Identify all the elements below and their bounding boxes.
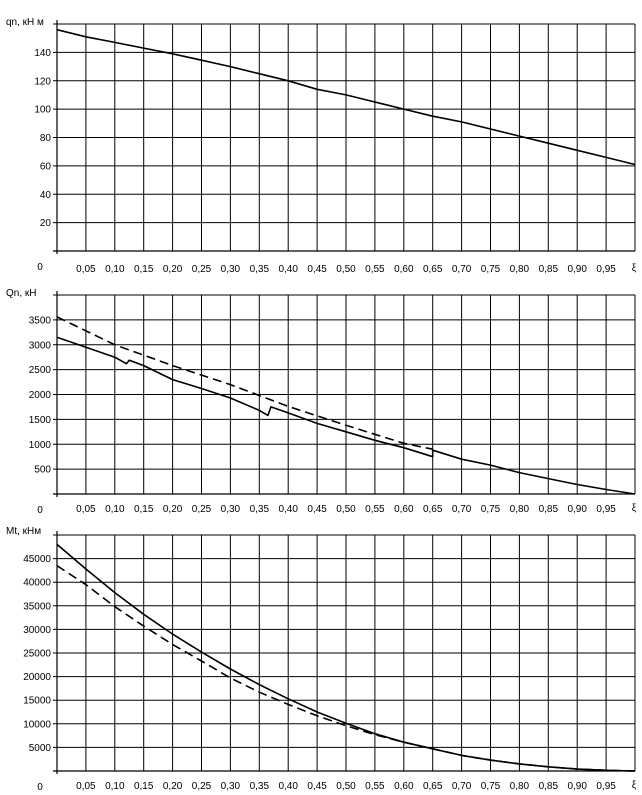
x-tick-label: 0,95 — [596, 504, 616, 515]
x-tick-label: 0,75 — [481, 264, 501, 275]
x-tick-label: 0,55 — [365, 504, 385, 515]
x-tick-label: 0,20 — [163, 504, 183, 515]
x-tick-label: 0,50 — [336, 781, 356, 792]
y-axis-label: Mt, кНм — [6, 526, 41, 537]
x-tick-label: 0,55 — [365, 264, 385, 275]
x-tick-label: 0,90 — [567, 504, 587, 515]
x-tick-label: 0,65 — [423, 264, 443, 275]
y-tick-label: 25000 — [23, 649, 51, 660]
x-tick-label: 0,20 — [163, 264, 183, 275]
y-tick-label: 35000 — [23, 601, 51, 612]
origin-label: 0 — [37, 782, 43, 793]
series-line-solid — [56, 28, 636, 166]
x-tick-label: 0,65 — [423, 781, 443, 792]
origin-label: 0 — [37, 505, 43, 516]
x-tick-label: 0,70 — [452, 264, 472, 275]
x-tick-label: 0,35 — [250, 264, 270, 275]
x-tick-label: 0,15 — [134, 781, 154, 792]
y-axis-label: qn, кН м — [6, 17, 44, 28]
y-tick-label: 40 — [40, 190, 52, 201]
y-tick-label: 20 — [40, 218, 52, 229]
series-line-solid — [56, 543, 636, 772]
x-tick-label: 0,95 — [596, 781, 616, 792]
y-tick-label: 45000 — [23, 554, 51, 565]
x-tick-label: 0,20 — [163, 781, 183, 792]
x-tick-label: 0,85 — [539, 504, 559, 515]
y-tick-label: 2000 — [29, 390, 52, 401]
y-tick-label: 80 — [40, 133, 52, 144]
x-tick-label: 0,45 — [307, 264, 327, 275]
x-tick-label: 0,45 — [307, 781, 327, 792]
y-tick-label: 1000 — [29, 440, 52, 451]
x-tick-label: 0,90 — [567, 264, 587, 275]
x-tick-label: 0,25 — [192, 264, 212, 275]
x-tick-label: 0,80 — [510, 504, 530, 515]
x-axis-label: ξ — [632, 503, 637, 514]
x-tick-label: 0,40 — [278, 504, 298, 515]
x-tick-label: 0,05 — [76, 781, 96, 792]
y-tick-label: 3500 — [29, 315, 52, 326]
series-line-dashed — [56, 316, 433, 450]
x-tick-label: 0,35 — [250, 781, 270, 792]
x-tick-label: 0,70 — [452, 781, 472, 792]
x-tick-label: 0,80 — [510, 264, 530, 275]
x-tick-label: 0,05 — [76, 504, 96, 515]
y-tick-label: 120 — [34, 76, 51, 87]
y-tick-label: 500 — [34, 465, 51, 476]
x-tick-label: 0,90 — [567, 781, 587, 792]
y-tick-label: 15000 — [23, 696, 51, 707]
x-tick-label: 0,75 — [481, 504, 501, 515]
series-line-dashed — [56, 565, 636, 772]
x-tick-label: 0,65 — [423, 504, 443, 515]
x-tick-label: 0,55 — [365, 781, 385, 792]
x-tick-label: 0,10 — [105, 504, 125, 515]
series-line-solid — [56, 336, 636, 495]
x-tick-label: 0,95 — [596, 264, 616, 275]
x-tick-label: 0,35 — [250, 504, 270, 515]
x-tick-label: 0,70 — [452, 504, 472, 515]
x-tick-label: 0,45 — [307, 504, 327, 515]
y-tick-label: 40000 — [23, 578, 51, 589]
y-tick-label: 2500 — [29, 365, 52, 376]
y-axis-label: Qn, кН — [6, 288, 37, 299]
x-tick-label: 0,10 — [105, 781, 125, 792]
y-tick-label: 3000 — [29, 340, 52, 351]
x-tick-label: 0,60 — [394, 781, 414, 792]
y-tick-label: 10000 — [23, 719, 51, 730]
x-tick-label: 0,50 — [336, 264, 356, 275]
x-tick-label: 0,80 — [510, 781, 530, 792]
x-tick-label: 0,85 — [539, 264, 559, 275]
x-tick-label: 0,30 — [221, 504, 241, 515]
y-tick-label: 20000 — [23, 672, 51, 683]
x-tick-label: 0,25 — [192, 504, 212, 515]
x-tick-label: 0,05 — [76, 264, 96, 275]
x-tick-label: 0,10 — [105, 264, 125, 275]
y-tick-label: 100 — [34, 105, 51, 116]
x-axis-label: ξ — [632, 263, 637, 274]
y-tick-label: 30000 — [23, 625, 51, 636]
x-tick-label: 0,40 — [278, 781, 298, 792]
x-tick-label: 0,60 — [394, 264, 414, 275]
x-tick-label: 0,50 — [336, 504, 356, 515]
x-tick-label: 0,15 — [134, 504, 154, 515]
x-tick-label: 0,15 — [134, 264, 154, 275]
x-tick-label: 0,85 — [539, 781, 559, 792]
origin-label: 0 — [37, 262, 43, 273]
x-tick-label: 0,25 — [192, 781, 212, 792]
y-tick-label: 1500 — [29, 415, 52, 426]
y-tick-label: 140 — [34, 48, 51, 59]
y-tick-label: 5000 — [29, 743, 52, 754]
x-tick-label: 0,30 — [221, 264, 241, 275]
y-tick-label: 60 — [40, 161, 52, 172]
x-axis-label: ξ — [632, 780, 637, 791]
x-tick-label: 0,30 — [221, 781, 241, 792]
x-tick-label: 0,40 — [278, 264, 298, 275]
x-tick-label: 0,60 — [394, 504, 414, 515]
x-tick-label: 0,75 — [481, 781, 501, 792]
